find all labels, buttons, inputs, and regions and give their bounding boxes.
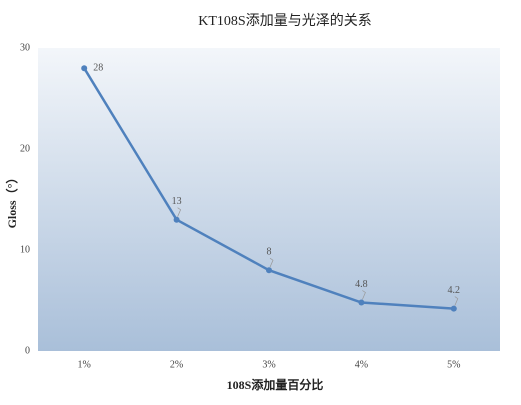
label-leader — [177, 207, 182, 217]
x-tick-label: 5% — [447, 359, 460, 370]
chart-title: KT108S添加量与光泽的关系 — [198, 13, 371, 29]
label-leader — [269, 257, 274, 268]
y-axis-title: Gloss（°） — [4, 172, 19, 229]
data-label: 8 — [267, 246, 272, 257]
data-label: 13 — [172, 196, 182, 207]
point — [450, 305, 457, 312]
y-tick-label: 10 — [20, 244, 30, 255]
point — [81, 65, 88, 72]
y-tick-label: 0 — [25, 345, 30, 356]
x-tick-label: 1% — [78, 359, 91, 370]
point — [266, 267, 272, 274]
data-label: 4.2 — [448, 285, 461, 296]
y-tick-label: 30 — [20, 42, 30, 53]
x-tick-label: 3% — [262, 359, 275, 370]
point — [173, 216, 180, 223]
x-tick-label: 2% — [170, 359, 183, 370]
y-tick-label: 20 — [20, 143, 30, 154]
label-leader — [362, 290, 366, 300]
label-leader — [454, 296, 459, 306]
x-tick-label: 4% — [355, 359, 368, 370]
point — [358, 299, 365, 306]
data-label: 4.8 — [355, 279, 368, 290]
x-axis-title: 108S添加量百分比 — [227, 377, 324, 392]
plot-area — [38, 48, 500, 351]
data-label: 28 — [93, 62, 103, 73]
